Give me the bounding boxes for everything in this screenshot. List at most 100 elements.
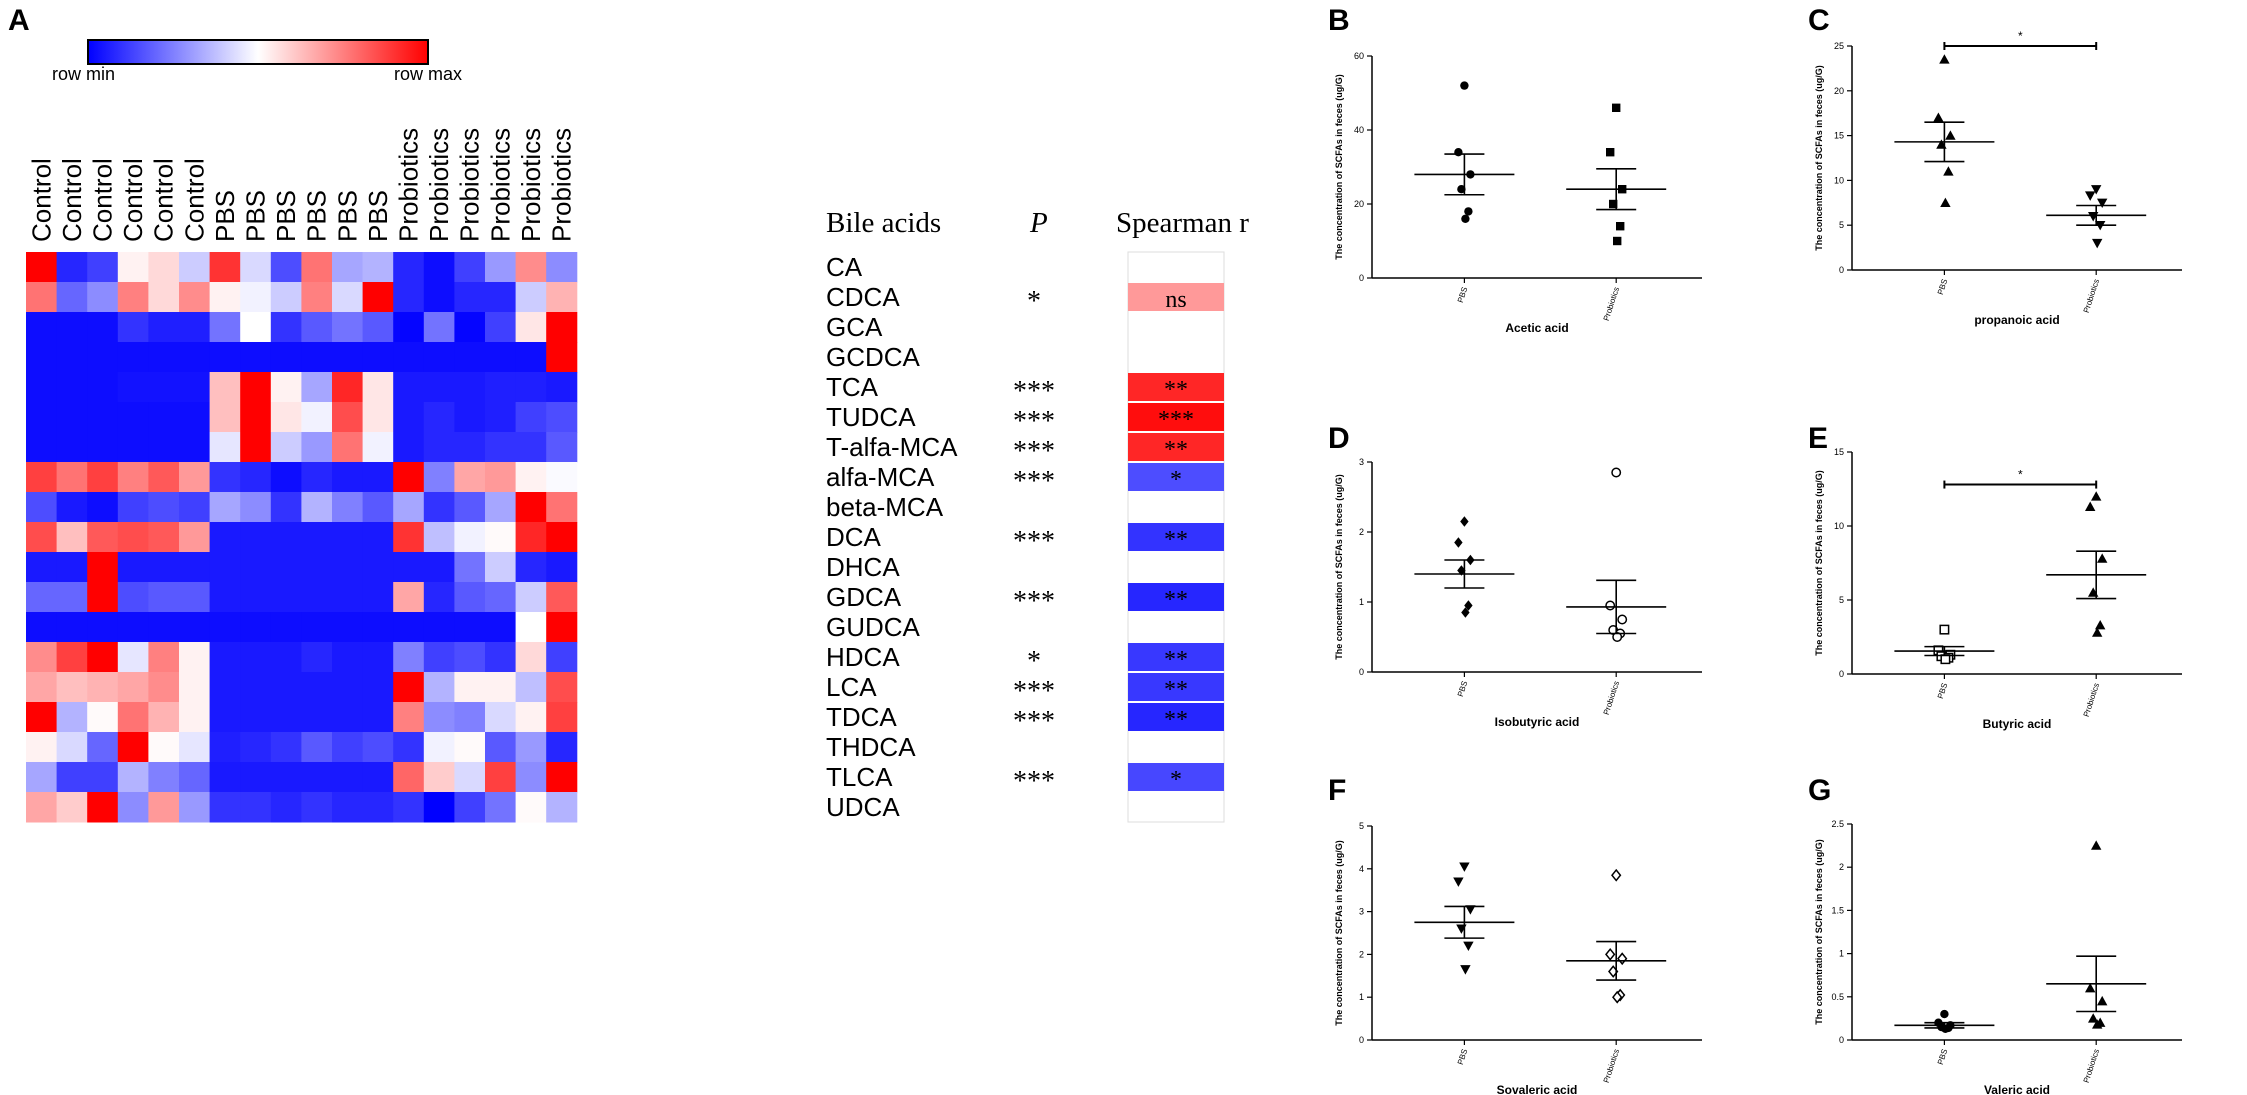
- y-tick-label: 0: [1359, 273, 1364, 283]
- heatmap-cell: [26, 282, 58, 313]
- heatmap-cell: [26, 252, 58, 283]
- heatmap-cell: [546, 252, 578, 283]
- heatmap-cell: [485, 312, 517, 343]
- heatmap-cell: [454, 672, 486, 703]
- heatmap-column-label: Probiotics: [547, 128, 577, 242]
- heatmap-cell: [454, 552, 486, 583]
- data-point: [2092, 238, 2103, 249]
- heatmap-cell: [546, 282, 578, 313]
- heatmap-cell: [270, 282, 302, 313]
- heatmap-cell: [423, 522, 455, 553]
- heatmap-cell: [423, 432, 455, 463]
- heatmap-cell: [87, 252, 119, 283]
- heatmap-cell: [240, 372, 272, 403]
- heatmap-cell: [485, 282, 517, 313]
- heatmap-cell: [56, 762, 88, 793]
- heatmap-column-label: PBS: [302, 190, 332, 242]
- heatmap-cell: [240, 582, 272, 613]
- y-tick-label: 15: [1834, 447, 1844, 457]
- x-tick-label: PBS: [1456, 1048, 1470, 1066]
- y-tick-label: 2: [1839, 862, 1844, 872]
- data-point: [1460, 965, 1471, 975]
- heatmap-row-label: GDCA: [826, 582, 902, 612]
- spearman-column: ns*******************: [1127, 251, 1225, 823]
- panel-b: B 0 20 40 60 The concentration of SCFAs in f…: [1328, 4, 1702, 335]
- data-point: [2097, 198, 2108, 208]
- heatmap-cell: [148, 432, 180, 463]
- data-point: [1939, 54, 1950, 64]
- heatmap-cell: [485, 342, 517, 373]
- heatmap-cell: [270, 522, 302, 553]
- heatmap-cell: [179, 312, 211, 343]
- spearman-label: **: [1164, 647, 1188, 673]
- heatmap-cell: [485, 252, 517, 283]
- heatmap-cell: [301, 282, 333, 313]
- spearman-label: *: [1170, 467, 1182, 493]
- y-tick-label: 5: [1359, 821, 1364, 831]
- heatmap-cell: [423, 462, 455, 493]
- heatmap-cell: [117, 282, 149, 313]
- heatmap-cell: [454, 582, 486, 613]
- heatmap-cell: [26, 522, 58, 553]
- scatter-plot-g: 0 0.5 1 1.5 2 2.5 The concentration of SCFAs i…: [1814, 819, 2182, 1095]
- heatmap-cell: [148, 732, 180, 763]
- data-point: [2092, 627, 2103, 637]
- x-tick-label: Probiotics: [1602, 1048, 1621, 1084]
- heatmap-cell: [301, 582, 333, 613]
- heatmap-cell: [209, 642, 241, 673]
- heatmap-cell: [56, 462, 88, 493]
- heatmap-cell: [87, 612, 119, 643]
- heatmap-cell: [56, 432, 88, 463]
- heatmap-cell: [485, 522, 517, 553]
- heatmap-cell: [179, 432, 211, 463]
- heatmap-cell: [117, 432, 149, 463]
- heatmap-row-label: TDCA: [826, 702, 897, 732]
- heatmap-cell: [270, 342, 302, 373]
- heatmap-cell: [87, 522, 119, 553]
- heatmap-cell: [454, 492, 486, 523]
- heatmap-cell: [270, 372, 302, 403]
- heatmap-cell: [332, 492, 364, 523]
- heatmap-cell: [362, 792, 394, 823]
- heatmap-cell: [240, 522, 272, 553]
- data-point: [1941, 1024, 1950, 1033]
- panel-label-d: D: [1328, 422, 1350, 455]
- heatmap-cell: [240, 432, 272, 463]
- x-axis-label: Acetic acid: [1505, 321, 1568, 335]
- heatmap-cell: [270, 432, 302, 463]
- heatmap-cell: [56, 642, 88, 673]
- heatmap-cell: [423, 642, 455, 673]
- heatmap-cell: [56, 372, 88, 403]
- heatmap-cell: [454, 252, 486, 283]
- heatmap-cell: [240, 492, 272, 523]
- heatmap-column-label: PBS: [332, 190, 362, 242]
- heatmap-cell: [87, 642, 119, 673]
- heatmap-cell: [423, 792, 455, 823]
- scatter-plot-b: 0 20 40 60 The concentration of SCFAs in fec…: [1334, 51, 1702, 335]
- heatmap-cell: [26, 462, 58, 493]
- heatmap-cell: [362, 762, 394, 793]
- heatmap-cell: [393, 492, 425, 523]
- heatmap-row-label: DHCA: [826, 552, 900, 582]
- y-tick-label: 20: [1354, 199, 1364, 209]
- y-tick-label: 0: [1839, 1035, 1844, 1045]
- heatmap-row-label: GUDCA: [826, 612, 921, 642]
- heatmap-cell: [546, 642, 578, 673]
- heatmap-cell: [26, 402, 58, 433]
- data-point: [1609, 199, 1618, 209]
- heatmap-cell: [301, 552, 333, 583]
- heatmap-cell: [209, 342, 241, 373]
- heatmap-cell: [179, 462, 211, 493]
- heatmap-cell: [301, 312, 333, 343]
- data-point: [1945, 130, 1956, 140]
- heatmap-cell: [515, 732, 547, 763]
- heatmap-row-label: CA: [826, 252, 863, 282]
- heatmap-cell: [423, 552, 455, 583]
- heatmap-cell: [362, 372, 394, 403]
- heatmap-cell: [393, 372, 425, 403]
- heatmap-cell: [485, 492, 517, 523]
- heatmap-cell: [270, 612, 302, 643]
- x-tick-label: PBS: [1456, 286, 1470, 304]
- heatmap-cell: [148, 582, 180, 613]
- heatmap-row-label: THDCA: [826, 732, 916, 762]
